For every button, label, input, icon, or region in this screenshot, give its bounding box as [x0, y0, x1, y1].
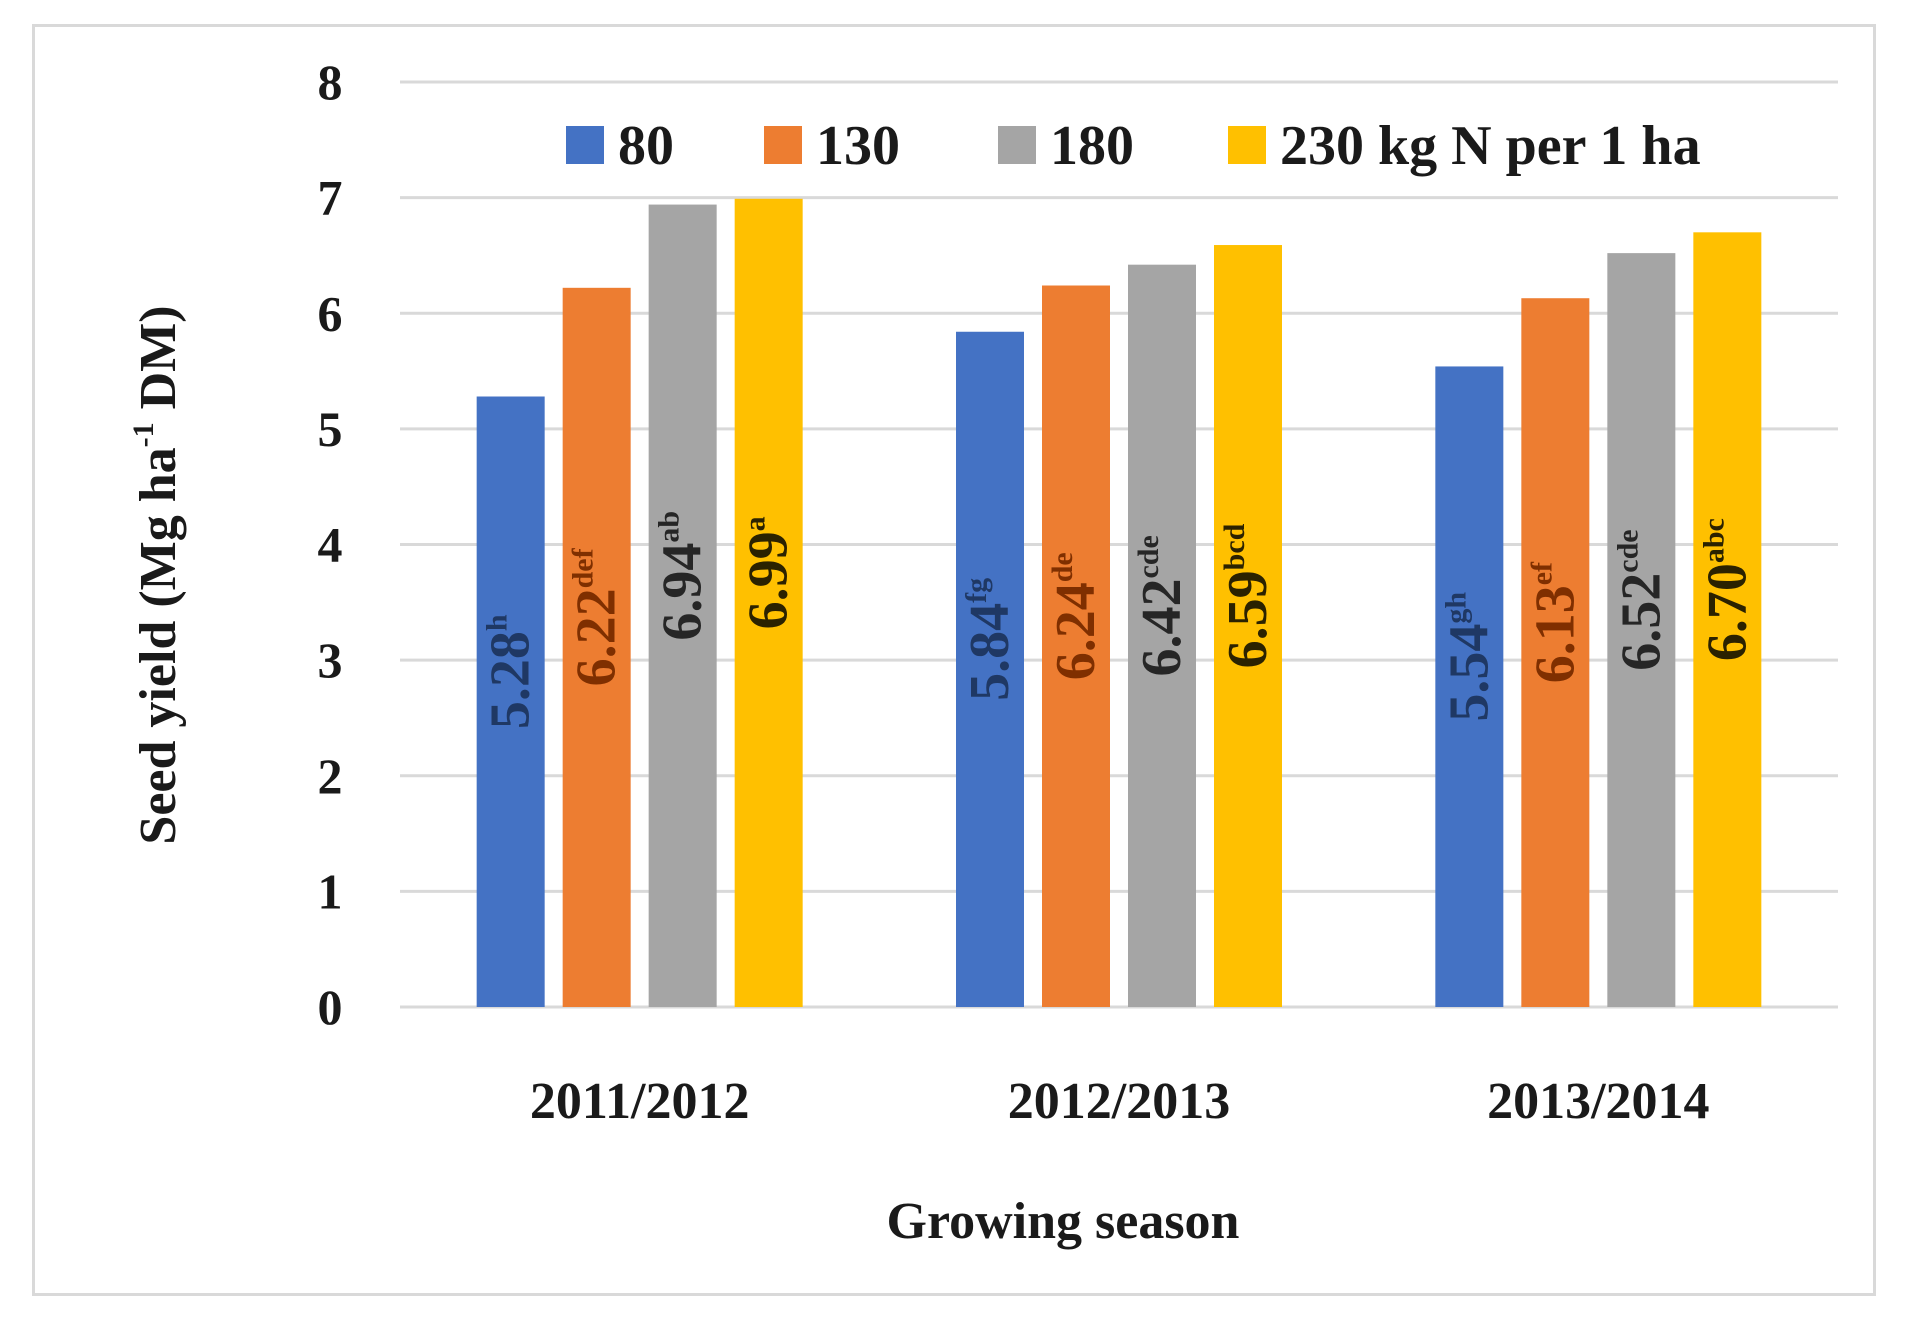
data-label-letters: ab	[653, 511, 686, 543]
data-label: 6.94ab	[652, 511, 714, 641]
data-label-value: 5.84	[959, 603, 1021, 701]
y-axis-title: Seed yield (Mg ha-1 DM)	[127, 305, 187, 844]
data-label: 6.70abc	[1696, 518, 1758, 661]
bar-80-2011-2012	[476, 396, 545, 1007]
y-axis-ticks: 0 1 2 3 4 5 6 7 8	[318, 54, 343, 1035]
x-axis-categories: 2011/2012 2012/2013 2013/2014	[530, 1073, 1710, 1130]
y-tick-label: 1	[318, 863, 343, 919]
data-label-letters: h	[481, 614, 514, 631]
bar-130-2013-2014	[1521, 298, 1590, 1007]
y-tick-label: 5	[318, 401, 343, 457]
data-label: 6.22def	[566, 547, 628, 686]
data-label: 6.52cde	[1610, 529, 1672, 670]
bar-130-2012-2013	[1042, 285, 1110, 1007]
data-label-value: 6.70	[1696, 563, 1758, 661]
data-label-value: 6.99	[738, 531, 800, 629]
data-label-value: 6.52	[1610, 573, 1672, 671]
legend-label: 80	[618, 115, 674, 177]
x-category-label: 2011/2012	[530, 1073, 750, 1130]
bar-180-2011-2012	[648, 204, 717, 1007]
y-axis-title-main: Seed yield (Mg ha	[130, 447, 187, 844]
data-label-value: 6.13	[1524, 585, 1586, 683]
bar-230-2013-2014	[1693, 232, 1762, 1007]
bar-230-2012-2013	[1214, 245, 1282, 1007]
y-tick-label: 4	[318, 517, 343, 573]
legend: 80 130 180 230 kg N per 1 ha	[566, 115, 1701, 177]
legend-label: 130	[816, 115, 900, 177]
data-label: 5.84fg	[959, 578, 1021, 701]
data-label-value: 5.54	[1438, 624, 1500, 722]
y-tick-label: 0	[318, 979, 343, 1035]
data-label-letters: cde	[1132, 535, 1165, 578]
data-label-letters: bcd	[1218, 523, 1251, 570]
data-label: 6.99a	[738, 516, 800, 629]
bar-130-2011-2012	[562, 287, 631, 1007]
data-label-letters: def	[567, 547, 600, 588]
data-label-letters: abc	[1697, 518, 1730, 563]
bar-180-2013-2014	[1607, 253, 1676, 1007]
data-label-letters: gh	[1439, 592, 1472, 624]
legend-swatch-180	[998, 126, 1036, 164]
data-label: 6.59bcd	[1217, 523, 1279, 668]
legend-label: 180	[1050, 115, 1134, 177]
y-tick-label: 3	[318, 632, 343, 688]
data-label: 6.13ef	[1524, 561, 1586, 683]
data-label-letters: ef	[1525, 561, 1558, 585]
data-label: 5.28h	[480, 614, 542, 729]
bar-80-2012-2013	[956, 331, 1024, 1007]
data-label: 5.54gh	[1438, 592, 1500, 722]
data-label-value: 6.42	[1131, 579, 1193, 677]
legend-swatch-130	[764, 126, 802, 164]
data-label-value: 5.28	[480, 631, 542, 729]
y-tick-label: 7	[318, 170, 343, 226]
bar-180-2012-2013	[1128, 264, 1196, 1007]
legend-swatch-230	[1228, 126, 1266, 164]
data-label-letters: a	[739, 516, 772, 531]
data-label-letters: de	[1046, 552, 1079, 582]
data-label: 6.42cde	[1131, 535, 1193, 676]
y-axis-title-end: DM)	[130, 305, 187, 422]
data-label-value: 6.59	[1217, 570, 1279, 668]
legend-label: 230 kg N per 1 ha	[1280, 115, 1701, 177]
data-label-letters: cde	[1611, 529, 1644, 572]
data-label-letters: fg	[960, 578, 993, 603]
y-tick-label: 2	[318, 748, 343, 804]
y-axis-title-superscript: -1	[127, 422, 160, 447]
data-label-value: 6.24	[1045, 582, 1107, 680]
bar-80-2013-2014	[1435, 366, 1504, 1007]
x-category-label: 2013/2014	[1487, 1073, 1709, 1130]
gridlines	[400, 80, 1838, 1009]
bar-230-2011-2012	[734, 198, 803, 1007]
x-category-label: 2012/2013	[1008, 1073, 1230, 1130]
data-label: 6.24de	[1045, 552, 1107, 680]
x-axis-title: Growing season	[887, 1193, 1240, 1250]
data-label-value: 6.22	[566, 588, 628, 686]
legend-swatch-80	[566, 126, 604, 164]
y-tick-label: 8	[318, 54, 343, 110]
y-tick-label: 6	[318, 285, 343, 341]
data-label-value: 6.94	[652, 543, 714, 641]
